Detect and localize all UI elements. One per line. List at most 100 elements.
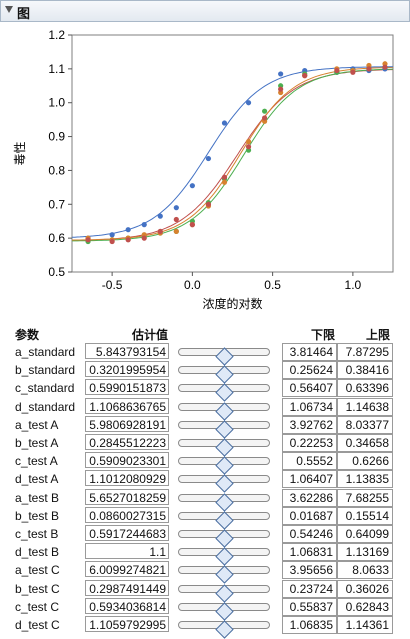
param-value-field[interactable]: 0.0860027315 <box>85 506 169 523</box>
param-name: b_test C <box>15 581 60 596</box>
param-value-field[interactable]: 1.1012080929 <box>85 470 169 487</box>
lower-limit-field[interactable]: 0.54246 <box>282 525 337 543</box>
data-point <box>141 235 147 241</box>
param-name: b_test A <box>15 436 59 450</box>
param-value-field[interactable]: 1.1059792995 <box>85 616 169 632</box>
upper-limit-field[interactable]: 0.15514 <box>337 506 393 525</box>
param-row: b_test B 0.0860027315 0.01687 0.15514 <box>0 506 410 530</box>
param-slider[interactable] <box>178 347 270 366</box>
upper-limit-field[interactable]: 0.62843 <box>337 597 393 616</box>
data-point <box>85 237 91 243</box>
upper-limit-field[interactable]: 0.34658 <box>337 434 393 452</box>
data-point <box>173 228 179 234</box>
param-name: a_standard <box>15 345 76 359</box>
lower-limit-field[interactable]: 0.01687 <box>282 506 337 525</box>
data-point <box>262 115 268 121</box>
param-value-field[interactable]: 0.3201995954 <box>85 361 169 378</box>
param-slider[interactable] <box>178 529 270 548</box>
lower-limit-field[interactable]: 0.22253 <box>282 434 337 452</box>
upper-limit-field[interactable]: 1.13169 <box>337 543 393 562</box>
lower-limit-field[interactable]: 3.62286 <box>282 488 337 507</box>
data-point <box>157 213 163 219</box>
param-slider[interactable] <box>178 456 270 475</box>
param-value-field[interactable]: 0.5917244683 <box>85 525 169 541</box>
param-value-field[interactable]: 1.1068636765 <box>85 397 169 414</box>
collapse-triangle-icon[interactable] <box>5 6 13 13</box>
upper-limit-field[interactable]: 7.87295 <box>337 343 393 361</box>
y-tick-label: 0.9 <box>48 130 65 144</box>
param-slider[interactable] <box>178 620 270 639</box>
lower-limit-field[interactable]: 3.95656 <box>282 561 337 580</box>
lower-limit-field[interactable]: 3.81464 <box>282 343 337 361</box>
param-slider[interactable] <box>178 438 270 457</box>
data-point <box>205 201 212 207</box>
param-value-field[interactable]: 0.2987491449 <box>85 579 169 596</box>
data-point <box>278 86 284 92</box>
upper-limit-field[interactable]: 1.14361 <box>337 616 393 634</box>
lower-limit-field[interactable]: 1.06831 <box>282 543 337 562</box>
slider-handle-icon[interactable] <box>215 620 234 639</box>
param-slider[interactable] <box>178 583 270 603</box>
upper-limit-field[interactable]: 0.38416 <box>337 361 393 380</box>
lower-limit-field[interactable]: 0.55837 <box>282 597 337 616</box>
param-row: c_test C 0.5934036814 0.55837 0.62843 <box>0 597 410 621</box>
upper-limit-field[interactable]: 8.0633 <box>337 561 393 580</box>
data-point <box>125 227 131 233</box>
param-row: c_standard 0.5990151873 0.56407 0.63396 <box>0 379 410 403</box>
param-slider[interactable] <box>178 401 270 421</box>
param-slider[interactable] <box>178 511 270 530</box>
param-slider[interactable] <box>178 420 270 439</box>
data-point <box>382 64 388 70</box>
param-value-field[interactable]: 5.6527018259 <box>85 488 169 505</box>
param-name: c_standard <box>15 381 75 396</box>
lower-limit-field[interactable]: 1.06734 <box>282 397 337 416</box>
param-name: b_test B <box>15 508 60 523</box>
param-value-field[interactable]: 5.9806928191 <box>85 415 169 432</box>
param-slider[interactable] <box>178 365 270 384</box>
x-tick-label: 1.0 <box>345 278 362 292</box>
param-value-field[interactable]: 0.5990151873 <box>85 379 169 396</box>
param-slider[interactable] <box>178 565 270 585</box>
param-value-field[interactable]: 0.2845512223 <box>85 434 169 450</box>
lower-limit-field[interactable]: 0.5552 <box>282 452 337 471</box>
panel-title: 图 <box>17 6 31 21</box>
param-slider[interactable] <box>178 547 270 566</box>
param-value-field[interactable]: 1.1 <box>85 543 169 560</box>
upper-limit-field[interactable]: 1.13835 <box>337 470 393 489</box>
lower-limit-field[interactable]: 1.06835 <box>282 616 337 634</box>
lower-limit-field[interactable]: 0.56407 <box>282 379 337 398</box>
upper-limit-field[interactable]: 0.64099 <box>337 525 393 543</box>
data-point <box>334 67 340 74</box>
param-slider[interactable] <box>178 383 270 403</box>
param-value-field[interactable]: 0.5909023301 <box>85 452 169 469</box>
param-row: b_standard 0.3201995954 0.25624 0.38416 <box>0 361 410 384</box>
panel-header[interactable]: 图 <box>0 0 410 22</box>
upper-limit-field[interactable]: 0.63396 <box>337 379 393 398</box>
param-slider[interactable] <box>178 492 270 512</box>
y-tick-label: 1.0 <box>48 96 65 110</box>
data-point <box>173 216 179 223</box>
param-value-field[interactable]: 6.0099274821 <box>85 561 169 578</box>
lower-limit-field[interactable]: 0.23724 <box>282 579 337 598</box>
lower-limit-field[interactable]: 1.06407 <box>282 470 337 489</box>
fitted-curve <box>71 66 394 241</box>
param-slider[interactable] <box>178 474 270 494</box>
param-row: c_test B 0.5917244683 0.54246 0.64099 <box>0 525 410 548</box>
param-value-field[interactable]: 5.843793154 <box>85 343 169 359</box>
upper-limit-field[interactable]: 0.36026 <box>337 579 393 598</box>
data-point <box>221 174 228 180</box>
lower-limit-field[interactable]: 0.25624 <box>282 361 337 380</box>
param-slider[interactable] <box>178 602 270 621</box>
lower-limit-field[interactable]: 3.92762 <box>282 415 337 434</box>
data-point <box>189 222 195 228</box>
upper-limit-field[interactable]: 8.03377 <box>337 415 393 434</box>
param-row: a_test A 5.9806928191 3.92762 8.03377 <box>0 415 410 439</box>
upper-limit-field[interactable]: 1.14638 <box>337 397 393 416</box>
data-point <box>141 222 147 228</box>
fitted-curve <box>72 68 394 242</box>
upper-limit-field[interactable]: 7.68255 <box>337 488 393 507</box>
x-tick-label: 0.0 <box>184 278 201 292</box>
data-point <box>189 183 195 189</box>
param-value-field[interactable]: 0.5934036814 <box>85 597 169 614</box>
upper-limit-field[interactable]: 0.6266 <box>337 452 393 471</box>
